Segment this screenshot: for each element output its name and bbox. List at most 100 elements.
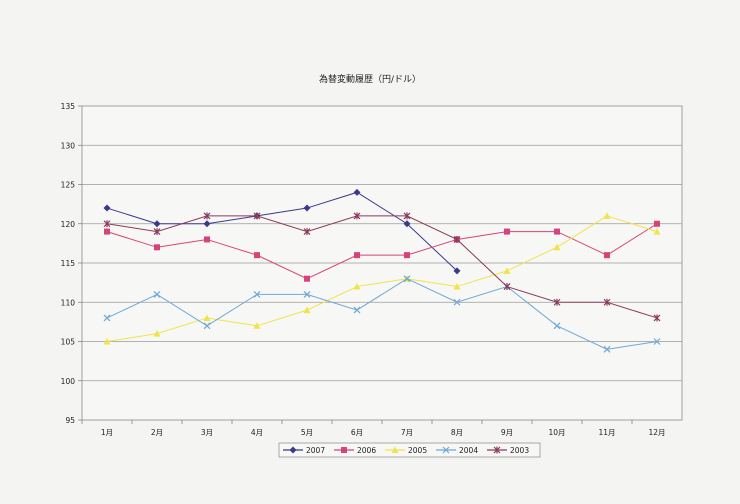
- data-point: [553, 298, 561, 306]
- x-tick-label: 1月: [101, 428, 113, 437]
- y-tick-label: 100: [61, 377, 76, 386]
- data-point: [203, 322, 211, 330]
- data-point: [204, 236, 210, 243]
- data-point: [289, 446, 297, 454]
- legend: 2007 2006 2005 2004 2003: [278, 442, 541, 458]
- x-tick-label: 11月: [598, 428, 615, 437]
- data-point: [154, 244, 160, 251]
- data-point: [153, 290, 161, 298]
- data-point: [404, 252, 410, 259]
- y-axis: 95 100 105 110 115 120 125 130 135: [61, 102, 82, 425]
- data-point: [103, 338, 111, 345]
- data-point: [503, 267, 511, 274]
- y-tick-label: 95: [65, 416, 75, 425]
- data-point: [442, 446, 450, 454]
- chart-title: 為替変動履歴（円/ドル）: [319, 73, 421, 85]
- data-point: [303, 228, 311, 236]
- x-tick-label: 12月: [648, 428, 665, 437]
- data-point: [303, 290, 311, 298]
- x-tick-label: 6月: [351, 428, 363, 437]
- data-point: [653, 228, 661, 235]
- series-line: [106, 223, 658, 280]
- x-tick-label: 10月: [548, 428, 565, 437]
- data-point: [453, 235, 461, 243]
- data-point: [103, 204, 111, 212]
- data-point: [354, 252, 360, 259]
- series-group: [103, 188, 661, 353]
- data-point: [604, 252, 610, 259]
- x-tick-label: 2月: [151, 428, 163, 437]
- data-point: [103, 220, 111, 228]
- data-point: [553, 322, 561, 330]
- data-point: [453, 298, 461, 306]
- data-point: [503, 283, 511, 291]
- data-point: [391, 446, 399, 453]
- data-point: [103, 314, 111, 322]
- legend-box: [278, 442, 541, 458]
- series-line: [106, 278, 658, 350]
- y-tick-label: 130: [61, 141, 76, 150]
- data-point: [403, 212, 411, 220]
- y-tick-label: 125: [61, 181, 76, 190]
- legend-item: 2007: [283, 446, 325, 455]
- data-point: [653, 338, 661, 345]
- data-point: [253, 212, 261, 220]
- data-point: [104, 228, 110, 235]
- data-point: [603, 212, 611, 219]
- data-point: [353, 212, 361, 220]
- y-tick-label: 115: [61, 259, 76, 268]
- data-point: [603, 298, 611, 306]
- series-2003: [103, 212, 661, 322]
- data-point: [253, 322, 261, 329]
- data-point: [654, 220, 660, 227]
- x-tick-label: 9月: [501, 428, 513, 437]
- legend-label: 2003: [510, 446, 529, 455]
- data-point: [153, 330, 161, 337]
- x-tick-label: 4月: [251, 428, 263, 437]
- x-tick-label: 7月: [401, 428, 413, 437]
- data-point: [254, 252, 260, 259]
- data-point: [553, 243, 561, 251]
- x-tick-label: 3月: [201, 428, 213, 437]
- data-point: [203, 314, 211, 321]
- y-tick-label: 110: [61, 298, 76, 307]
- data-point: [554, 228, 560, 235]
- data-point: [304, 275, 310, 282]
- series-line: [106, 191, 458, 272]
- data-point: [504, 228, 510, 235]
- data-point: [353, 188, 361, 196]
- data-point: [403, 220, 411, 228]
- x-axis: 1月 2月 3月 4月 5月 6月 7月 8月 9月 10月 11月 12月: [81, 420, 666, 437]
- legend-label: 2004: [459, 446, 478, 455]
- series-line: [106, 215, 658, 319]
- data-point: [353, 283, 361, 290]
- y-tick-label: 105: [61, 338, 76, 347]
- data-point: [341, 447, 347, 453]
- x-tick-label: 5月: [301, 428, 313, 437]
- data-point: [453, 267, 461, 275]
- data-point: [353, 306, 361, 314]
- data-point: [603, 345, 611, 353]
- legend-item: 2003: [487, 446, 529, 455]
- legend-item: 2005: [385, 446, 427, 455]
- data-point: [153, 220, 161, 228]
- x-tick-label: 8月: [451, 428, 463, 437]
- y-tick-label: 120: [61, 220, 76, 229]
- legend-label: 2007: [306, 446, 325, 455]
- data-point: [203, 212, 211, 220]
- y-tick-label: 135: [61, 102, 76, 111]
- data-point: [653, 314, 661, 322]
- data-point: [303, 306, 311, 314]
- legend-label: 2005: [408, 446, 427, 455]
- data-point: [203, 220, 211, 228]
- data-point: [303, 204, 311, 212]
- data-point: [403, 275, 411, 283]
- legend-item: 2004: [436, 446, 478, 455]
- data-point: [493, 446, 501, 454]
- data-point: [453, 283, 461, 290]
- data-point: [253, 290, 261, 298]
- legend-item: 2006: [334, 446, 376, 455]
- data-point: [153, 228, 161, 236]
